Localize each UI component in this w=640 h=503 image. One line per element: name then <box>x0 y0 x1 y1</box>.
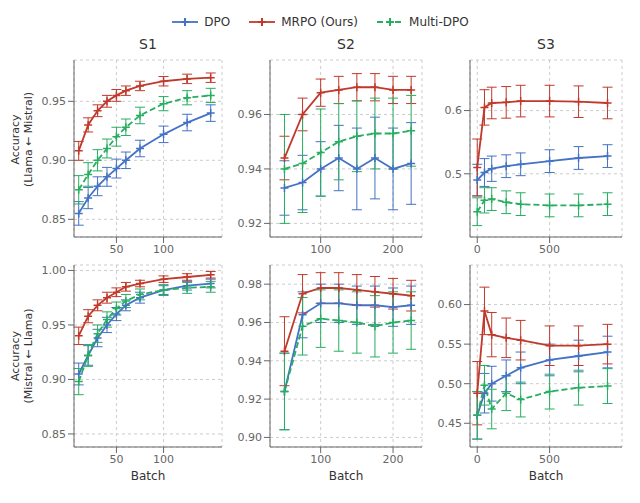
svg-text:0.60: 0.60 <box>438 298 463 311</box>
svg-text:0: 0 <box>474 243 481 256</box>
html-text:S2: S2 <box>337 36 355 52</box>
html-text:S3: S3 <box>537 36 555 52</box>
html-text:Batch: Batch <box>328 469 364 483</box>
svg-text:500: 500 <box>539 243 560 256</box>
svg-text:0.50: 0.50 <box>438 378 463 391</box>
svg-text:0.55: 0.55 <box>438 338 463 351</box>
html-text:Batch: Batch <box>130 469 166 483</box>
svg-text:50: 50 <box>109 243 123 256</box>
svg-text:100: 100 <box>310 243 331 256</box>
html-text:Batch: Batch <box>528 469 564 483</box>
svg-text:0.90: 0.90 <box>238 431 263 444</box>
svg-text:0.90: 0.90 <box>42 373 67 386</box>
html-text:Multi-DPO: Multi-DPO <box>409 15 469 29</box>
svg-text:100: 100 <box>153 453 174 466</box>
svg-text:0.98: 0.98 <box>238 278 263 291</box>
svg-text:200: 200 <box>383 453 404 466</box>
svg-text:0.96: 0.96 <box>238 108 263 121</box>
svg-text:0.85: 0.85 <box>42 428 67 441</box>
html-text:MRPO (Ours): MRPO (Ours) <box>281 15 359 29</box>
svg-text:0.95: 0.95 <box>42 319 67 332</box>
svg-text:0: 0 <box>474 453 481 466</box>
svg-text:100: 100 <box>310 453 331 466</box>
svg-text:0.90: 0.90 <box>42 154 67 167</box>
svg-text:0.95: 0.95 <box>42 95 67 108</box>
svg-text:0.85: 0.85 <box>42 213 67 226</box>
svg-text:200: 200 <box>383 243 404 256</box>
svg-text:1.00: 1.00 <box>42 264 67 277</box>
svg-text:500: 500 <box>539 453 560 466</box>
svg-text:0.94: 0.94 <box>238 163 263 176</box>
svg-text:100: 100 <box>153 243 174 256</box>
svg-text:0.94: 0.94 <box>238 355 263 368</box>
svg-text:0.6: 0.6 <box>445 104 463 117</box>
svg-text:Accuracy(Mistral ← Llama): Accuracy(Mistral ← Llama) <box>9 308 35 403</box>
svg-text:0.5: 0.5 <box>445 168 463 181</box>
html-text:S1: S1 <box>139 36 157 52</box>
svg-text:0.92: 0.92 <box>238 217 263 230</box>
svg-text:0.92: 0.92 <box>238 393 263 406</box>
svg-text:0.96: 0.96 <box>238 316 263 329</box>
svg-text:50: 50 <box>109 453 123 466</box>
svg-text:Accuracy(Llama ← Mistral): Accuracy(Llama ← Mistral) <box>9 92 35 187</box>
html-text:DPO: DPO <box>204 15 231 29</box>
svg-text:0.45: 0.45 <box>438 417 463 430</box>
